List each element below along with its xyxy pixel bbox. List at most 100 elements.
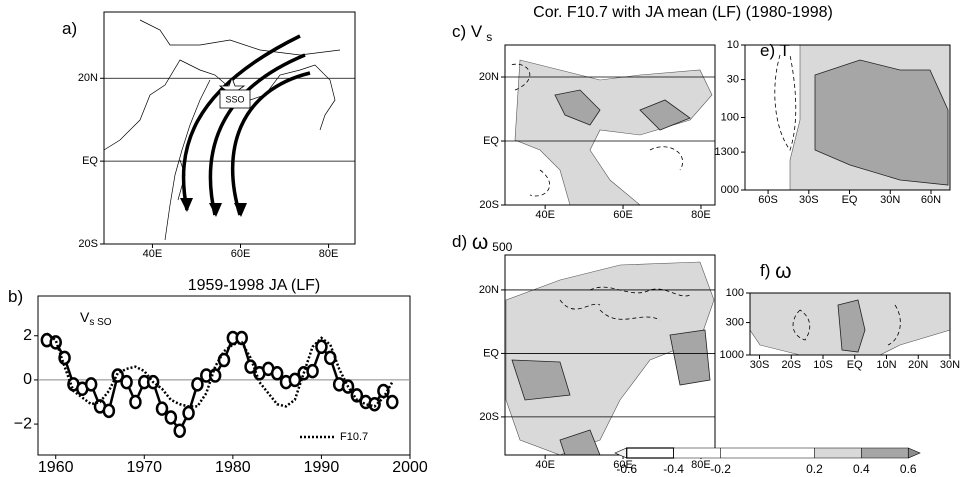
colorbar-segment bbox=[814, 448, 862, 458]
map-a-decor bbox=[103, 19, 341, 241]
x-tick-label: 60E bbox=[613, 459, 633, 471]
x-tick-label: 40E bbox=[143, 248, 163, 260]
panel-label-part: ω bbox=[472, 231, 488, 254]
x-tick-label: 30N bbox=[880, 194, 900, 206]
panel-label-part: T bbox=[780, 41, 790, 60]
x-tick-label: 30S bbox=[750, 359, 770, 371]
colorbar-label: 0.4 bbox=[853, 462, 870, 476]
plot-frame bbox=[749, 292, 951, 356]
colorbar-segment bbox=[861, 448, 909, 458]
x-tick-label: 80E bbox=[319, 248, 339, 260]
marker bbox=[270, 366, 284, 381]
x-tick-label: 60S bbox=[758, 194, 778, 206]
x-tick-label: EQ bbox=[842, 194, 858, 206]
annotation: SSO bbox=[225, 94, 244, 104]
y-tick-label: 000 bbox=[721, 184, 739, 196]
x-tick-label: 1990 bbox=[304, 459, 340, 476]
panel-label: e) T bbox=[760, 41, 790, 60]
panel-label-part: V bbox=[471, 22, 483, 41]
y-tick-label: −2 bbox=[14, 415, 32, 432]
map-d-decor bbox=[505, 261, 715, 456]
x-tick-label: 40E bbox=[535, 459, 555, 471]
y-tick-label: 30 bbox=[727, 73, 739, 85]
panel-label-part: s bbox=[486, 30, 492, 44]
series-line bbox=[46, 332, 394, 408]
y-tick-label: 2 bbox=[23, 327, 32, 344]
figure-title: Cor. F10.7 with JA mean (LF) (1980-1998) bbox=[533, 4, 833, 21]
marker bbox=[288, 372, 302, 388]
panel-label-part: c) bbox=[452, 22, 466, 41]
y-tick-label: 1300 bbox=[715, 146, 739, 158]
colorbar-segment bbox=[673, 448, 721, 458]
x-tick-label: 30N bbox=[940, 359, 960, 371]
x-tick-label: 10N bbox=[876, 359, 896, 371]
marker bbox=[120, 374, 133, 390]
y-tick-label: 20S bbox=[479, 199, 499, 211]
x-tick-label: 1970 bbox=[126, 459, 162, 476]
x-tick-label: 80E bbox=[691, 209, 711, 221]
x-tick-label: 1980 bbox=[215, 459, 251, 476]
x-tick-label: 60E bbox=[231, 248, 251, 260]
series-label-part: V bbox=[80, 309, 90, 325]
x-tick-label: 30S bbox=[799, 194, 819, 206]
marker bbox=[315, 339, 328, 355]
marker bbox=[217, 352, 231, 368]
y-tick-label: EQ bbox=[82, 155, 98, 167]
colorbar-end bbox=[614, 447, 628, 459]
marker bbox=[84, 377, 98, 392]
y-tick-label: 20S bbox=[78, 238, 98, 250]
colorbar-label: -0.6 bbox=[616, 462, 637, 476]
y-tick-label: 20S bbox=[479, 411, 499, 423]
section-f-decor bbox=[749, 292, 951, 356]
colorbar-label: -0.2 bbox=[710, 462, 731, 476]
panel-label: d) ω 500 bbox=[452, 231, 513, 255]
panel-label-part: b) bbox=[8, 287, 23, 306]
marker bbox=[102, 403, 116, 419]
x-tick-label: 60E bbox=[613, 209, 633, 221]
x-tick-label: 60N bbox=[921, 194, 941, 206]
marker bbox=[182, 405, 195, 421]
y-tick-label: 300 bbox=[726, 316, 744, 328]
x-tick-label: 40E bbox=[535, 209, 555, 221]
y-tick-label: 1000 bbox=[720, 349, 744, 361]
panel-label: f) ω bbox=[760, 260, 792, 283]
x-tick-label: 10S bbox=[813, 359, 833, 371]
plot-frame bbox=[37, 295, 411, 456]
x-tick-label: 2000 bbox=[392, 459, 428, 476]
marker bbox=[306, 363, 319, 379]
x-tick-label: 1960 bbox=[38, 459, 74, 476]
marker bbox=[155, 401, 169, 416]
y-tick-label: 20N bbox=[479, 284, 499, 296]
colorbar-label: -0.4 bbox=[663, 462, 684, 476]
marker bbox=[208, 368, 222, 383]
series-label-part: s SO bbox=[89, 317, 111, 328]
panel-label-part: ω bbox=[775, 260, 791, 283]
y-tick-label: 0 bbox=[23, 371, 32, 388]
legend-label: F10.7 bbox=[340, 431, 368, 443]
panel-label: a) bbox=[62, 19, 77, 38]
panel-label: b) bbox=[8, 287, 23, 306]
colorbar-segment bbox=[720, 448, 815, 458]
section-e-decor bbox=[774, 44, 951, 191]
panel-label-part: f) bbox=[760, 261, 770, 280]
panel-label-part: 500 bbox=[492, 240, 512, 254]
y-tick-label: 10 bbox=[727, 39, 739, 51]
series-label: Vs SO bbox=[80, 309, 112, 328]
colorbar-label: 0.6 bbox=[900, 462, 917, 476]
marker bbox=[386, 394, 399, 410]
chart-title: 1959-1998 JA (LF) bbox=[188, 277, 321, 294]
y-tick-label: 20N bbox=[479, 71, 499, 83]
marker bbox=[173, 423, 186, 438]
panel-label-part: a) bbox=[62, 19, 77, 38]
y-tick-label: 100 bbox=[721, 111, 739, 123]
y-tick-label: EQ bbox=[483, 347, 499, 359]
colorbar-label: 0.2 bbox=[806, 462, 823, 476]
marker bbox=[164, 410, 178, 425]
colorbar-segment bbox=[626, 447, 675, 459]
panel-label-part: e) bbox=[760, 41, 775, 60]
y-tick-label: 20N bbox=[78, 72, 98, 84]
plot-frame bbox=[504, 254, 716, 456]
x-tick-label: 20N bbox=[908, 359, 928, 371]
y-tick-label: EQ bbox=[483, 135, 499, 147]
